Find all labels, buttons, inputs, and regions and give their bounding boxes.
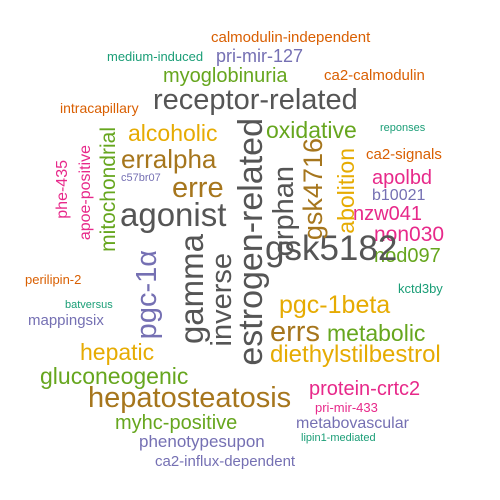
word-b10021: b10021 xyxy=(372,187,426,204)
word-alcoholic: alcoholic xyxy=(128,120,218,146)
word-myoglobinuria: myoglobinuria xyxy=(163,65,288,87)
word-protein-crtc2: protein-crtc2 xyxy=(309,378,421,400)
word-myhc-positive: myhc-positive xyxy=(115,412,238,434)
word-perilipin-2: perilipin-2 xyxy=(25,272,82,287)
word-phenotypesupon: phenotypesupon xyxy=(139,432,265,451)
word-non030: non030 xyxy=(374,223,445,246)
word-apolbd: apolbd xyxy=(372,167,433,189)
word-pri-mir-433: pri-mir-433 xyxy=(315,400,378,415)
word-medium-induced: medium-induced xyxy=(107,49,204,64)
word-pgc-1beta: pgc-1beta xyxy=(279,291,391,319)
word-lipin1-mediated: lipin1-mediated xyxy=(301,432,376,444)
word-oxidative: oxidative xyxy=(266,117,357,143)
word-gsk4716: gsk4716 xyxy=(298,138,328,241)
word-reponses: reponses xyxy=(380,122,426,134)
word-ca2-influx-dependent: ca2-influx-dependent xyxy=(155,453,296,470)
word-ca2-signals: ca2-signals xyxy=(366,146,442,163)
word-intracapillary: intracapillary xyxy=(60,100,139,116)
word-abolition: abolition xyxy=(333,148,359,234)
word-apoe-positive: apoe-positive xyxy=(77,145,94,241)
word-agonist: agonist xyxy=(120,196,227,233)
word-receptor-related: receptor-related xyxy=(153,84,358,116)
word-estrogen-related: estrogen-related xyxy=(232,118,270,366)
word-metabolic: metabolic xyxy=(327,320,426,346)
word-erre: erre xyxy=(172,172,224,204)
word-mappingsix: mappingsix xyxy=(28,312,104,329)
word-mitochondrial: mitochondrial xyxy=(97,127,120,252)
word-hepatosteatosis: hepatosteatosis xyxy=(88,382,292,414)
word-hepatic: hepatic xyxy=(80,339,155,365)
word-pgc-1a: pgc-1α xyxy=(131,250,163,340)
word-gamma: gamma xyxy=(173,234,210,345)
word-c57br07: c57br07 xyxy=(121,172,161,184)
word-nzw041: nzw041 xyxy=(353,203,422,225)
word-errs: errs xyxy=(270,316,320,348)
word-phe-435: phe-435 xyxy=(54,160,71,219)
word-ca2-calmodulin: ca2-calmodulin xyxy=(324,67,425,84)
word-batversus: batversus xyxy=(65,299,113,311)
word-pri-mir-127: pri-mir-127 xyxy=(216,46,304,66)
word-gsk5182: gsk5182 xyxy=(265,229,398,268)
word-gluconeogenic: gluconeogenic xyxy=(40,363,189,389)
word-diethylstilbestrol: diethylstilbestrol xyxy=(270,341,441,368)
word-erralpha: erralpha xyxy=(121,144,217,174)
word-calmodulin-independent: calmodulin-independent xyxy=(211,29,371,46)
word-nod097: nod097 xyxy=(374,245,441,267)
word-kctd3by: kctd3by xyxy=(398,281,443,296)
word-orphan: orphan xyxy=(268,166,300,257)
word-metabovascular: metabovascular xyxy=(296,415,409,432)
